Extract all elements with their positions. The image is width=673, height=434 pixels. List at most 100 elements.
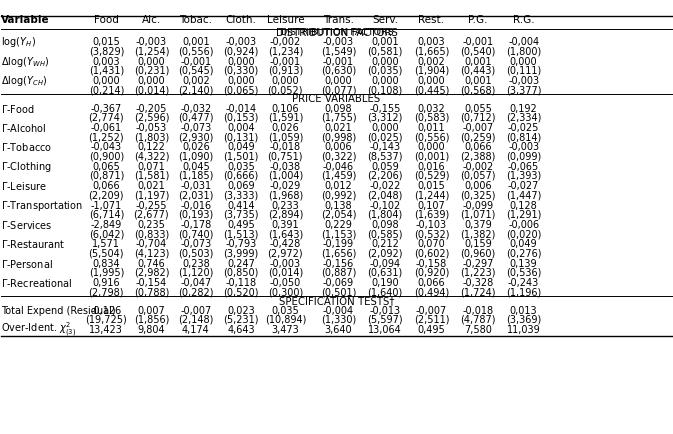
Text: 0,001: 0,001	[464, 57, 492, 67]
Text: 0,035: 0,035	[271, 306, 299, 316]
Text: -0,793: -0,793	[225, 239, 256, 249]
Text: -0,003: -0,003	[508, 76, 539, 86]
Text: (3,369): (3,369)	[506, 315, 541, 325]
Text: (1,196): (1,196)	[506, 287, 541, 297]
Text: -0,007: -0,007	[462, 123, 493, 133]
Text: (1,330): (1,330)	[321, 315, 356, 325]
Text: 0,247: 0,247	[227, 259, 255, 269]
Text: DISTRIBUTION FACTORS: DISTRIBUTION FACTORS	[275, 28, 398, 38]
Text: -0,038: -0,038	[270, 162, 301, 172]
Text: (0,850): (0,850)	[223, 268, 258, 278]
Text: (1,800): (1,800)	[506, 46, 541, 56]
Text: (0,494): (0,494)	[414, 287, 449, 297]
Text: (3,999): (3,999)	[223, 248, 258, 258]
Text: (0,108): (0,108)	[367, 85, 402, 95]
Text: 13,064: 13,064	[368, 325, 402, 335]
Text: (0,153): (0,153)	[223, 113, 258, 123]
Text: 0,049: 0,049	[227, 142, 255, 152]
Text: 0,159: 0,159	[464, 239, 492, 249]
Text: (0,325): (0,325)	[460, 190, 495, 201]
Text: (2,511): (2,511)	[414, 315, 449, 325]
Text: -0,004: -0,004	[508, 37, 539, 47]
Text: -0,178: -0,178	[180, 220, 211, 230]
Text: Serv.: Serv.	[372, 15, 398, 25]
Text: -0,103: -0,103	[416, 220, 447, 230]
Text: (0,960): (0,960)	[460, 248, 495, 258]
Text: $\Gamma$-Clothing: $\Gamma$-Clothing	[1, 160, 52, 174]
Text: (1,223): (1,223)	[460, 268, 495, 278]
Text: (0,712): (0,712)	[460, 113, 495, 123]
Text: (0,585): (0,585)	[367, 229, 402, 239]
Text: 0,049: 0,049	[509, 239, 538, 249]
Text: (3,735): (3,735)	[223, 210, 258, 220]
Text: -0,032: -0,032	[180, 104, 211, 114]
Text: (0,503): (0,503)	[178, 248, 213, 258]
Text: (2,031): (2,031)	[178, 190, 213, 201]
Text: (1,643): (1,643)	[268, 229, 303, 239]
Text: 0,000: 0,000	[371, 123, 399, 133]
Text: (0,276): (0,276)	[506, 248, 541, 258]
Text: (10,894): (10,894)	[264, 315, 306, 325]
Text: (1,090): (1,090)	[178, 151, 213, 161]
Text: 0,000: 0,000	[137, 76, 166, 86]
Text: Variable: Variable	[1, 15, 50, 25]
Text: (2,677): (2,677)	[134, 210, 169, 220]
Text: (2,209): (2,209)	[89, 190, 124, 201]
Text: $\Gamma$-Tobacco: $\Gamma$-Tobacco	[1, 141, 52, 154]
Text: Rest.: Rest.	[419, 15, 444, 25]
Text: 0,106: 0,106	[271, 104, 299, 114]
Text: -0,003: -0,003	[225, 37, 256, 47]
Text: 0,000: 0,000	[271, 76, 299, 86]
Text: (0,924): (0,924)	[223, 46, 258, 56]
Text: -0,061: -0,061	[91, 123, 122, 133]
Text: -0,094: -0,094	[369, 259, 400, 269]
Text: (1,197): (1,197)	[134, 190, 169, 201]
Text: -0,050: -0,050	[270, 278, 301, 288]
Text: -0,046: -0,046	[323, 162, 354, 172]
Text: (0,666): (0,666)	[223, 171, 258, 181]
Text: (0,025): (0,025)	[367, 132, 402, 142]
Text: Cloth.: Cloth.	[225, 15, 256, 25]
Text: -0,158: -0,158	[416, 259, 447, 269]
Text: -0,243: -0,243	[508, 278, 539, 288]
Text: 0,021: 0,021	[324, 123, 353, 133]
Text: (8,537): (8,537)	[367, 151, 402, 161]
Text: 0,495: 0,495	[417, 325, 446, 335]
Text: (0,536): (0,536)	[506, 268, 541, 278]
Text: -0,143: -0,143	[369, 142, 400, 152]
Text: 0,000: 0,000	[371, 76, 399, 86]
Text: (6,042): (6,042)	[89, 229, 124, 239]
Text: 0,071: 0,071	[137, 162, 166, 172]
Text: Total Expend (Residual): Total Expend (Residual)	[1, 306, 116, 316]
Text: (0,583): (0,583)	[414, 113, 449, 123]
Text: (0,014): (0,014)	[134, 85, 169, 95]
Text: (1,581): (1,581)	[134, 171, 169, 181]
Text: (0,814): (0,814)	[506, 132, 541, 142]
Text: (0,193): (0,193)	[178, 210, 213, 220]
Text: (1,004): (1,004)	[268, 171, 303, 181]
Text: $\Delta\log(Y_{CH})$: $\Delta\log(Y_{CH})$	[1, 74, 48, 88]
Text: 0,032: 0,032	[417, 104, 446, 114]
Text: -0,003: -0,003	[323, 37, 354, 47]
Text: -0,027: -0,027	[508, 181, 539, 191]
Text: -0,328: -0,328	[462, 278, 493, 288]
Text: Trans.: Trans.	[323, 15, 354, 25]
Text: (0,568): (0,568)	[460, 85, 495, 95]
Text: -0,018: -0,018	[270, 142, 301, 152]
Text: (0,300): (0,300)	[268, 287, 303, 297]
Text: 0,070: 0,070	[417, 239, 446, 249]
Text: R.G.: R.G.	[513, 15, 534, 25]
Text: 0,746: 0,746	[137, 259, 166, 269]
Text: (1,665): (1,665)	[414, 46, 449, 56]
Text: (1,185): (1,185)	[178, 171, 213, 181]
Text: 0,391: 0,391	[271, 220, 299, 230]
Text: (0,131): (0,131)	[223, 132, 258, 142]
Text: (1,244): (1,244)	[414, 190, 449, 201]
Text: 0,139: 0,139	[509, 259, 538, 269]
Text: (5,504): (5,504)	[89, 248, 124, 258]
Text: (0,913): (0,913)	[268, 66, 303, 76]
Text: -0,047: -0,047	[180, 278, 211, 288]
Text: -0,014: -0,014	[225, 104, 256, 114]
Text: -0,428: -0,428	[270, 239, 301, 249]
Text: $\Gamma$-Services: $\Gamma$-Services	[1, 219, 53, 231]
